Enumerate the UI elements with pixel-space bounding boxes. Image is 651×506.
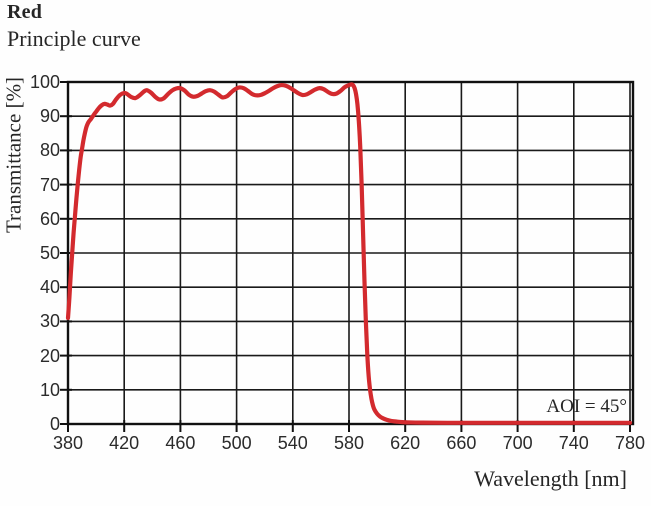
- x-tick-label: 420: [109, 433, 140, 453]
- y-tick-label: 80: [39, 140, 60, 161]
- y-tick-label: 0: [49, 414, 60, 434]
- x-tick-label: 500: [221, 433, 252, 453]
- page-title: Red: [7, 1, 43, 23]
- x-tick-label: 460: [165, 433, 196, 453]
- x-tick-label: 580: [333, 433, 365, 453]
- x-tick-label: 780: [614, 433, 646, 453]
- plot-area: [60, 80, 635, 432]
- y-tick-label: 30: [39, 311, 60, 332]
- y-tick-label: 50: [39, 243, 60, 263]
- transmittance-curve: [65, 82, 633, 425]
- x-tick-label: 660: [446, 433, 477, 453]
- x-axis-title: Wavelength [nm]: [474, 466, 627, 491]
- x-tick-label: 740: [558, 433, 589, 453]
- y-tick-label: 60: [39, 208, 60, 229]
- y-tick-label: 70: [39, 174, 60, 195]
- y-tick-label: 40: [39, 277, 60, 298]
- x-tick-label: 380: [52, 433, 84, 453]
- x-tick-label: 540: [277, 433, 308, 453]
- chart-subtitle: Principle curve: [7, 26, 141, 51]
- y-tick-label: 90: [39, 106, 60, 127]
- y-tick-label: 10: [39, 379, 60, 400]
- x-tick-label: 700: [502, 433, 533, 453]
- y-tick-label: 20: [39, 345, 60, 366]
- aoi-annotation: AOI = 45°: [546, 396, 627, 417]
- y-tick-label: 100: [29, 72, 60, 92]
- x-tick-label: 620: [390, 433, 421, 453]
